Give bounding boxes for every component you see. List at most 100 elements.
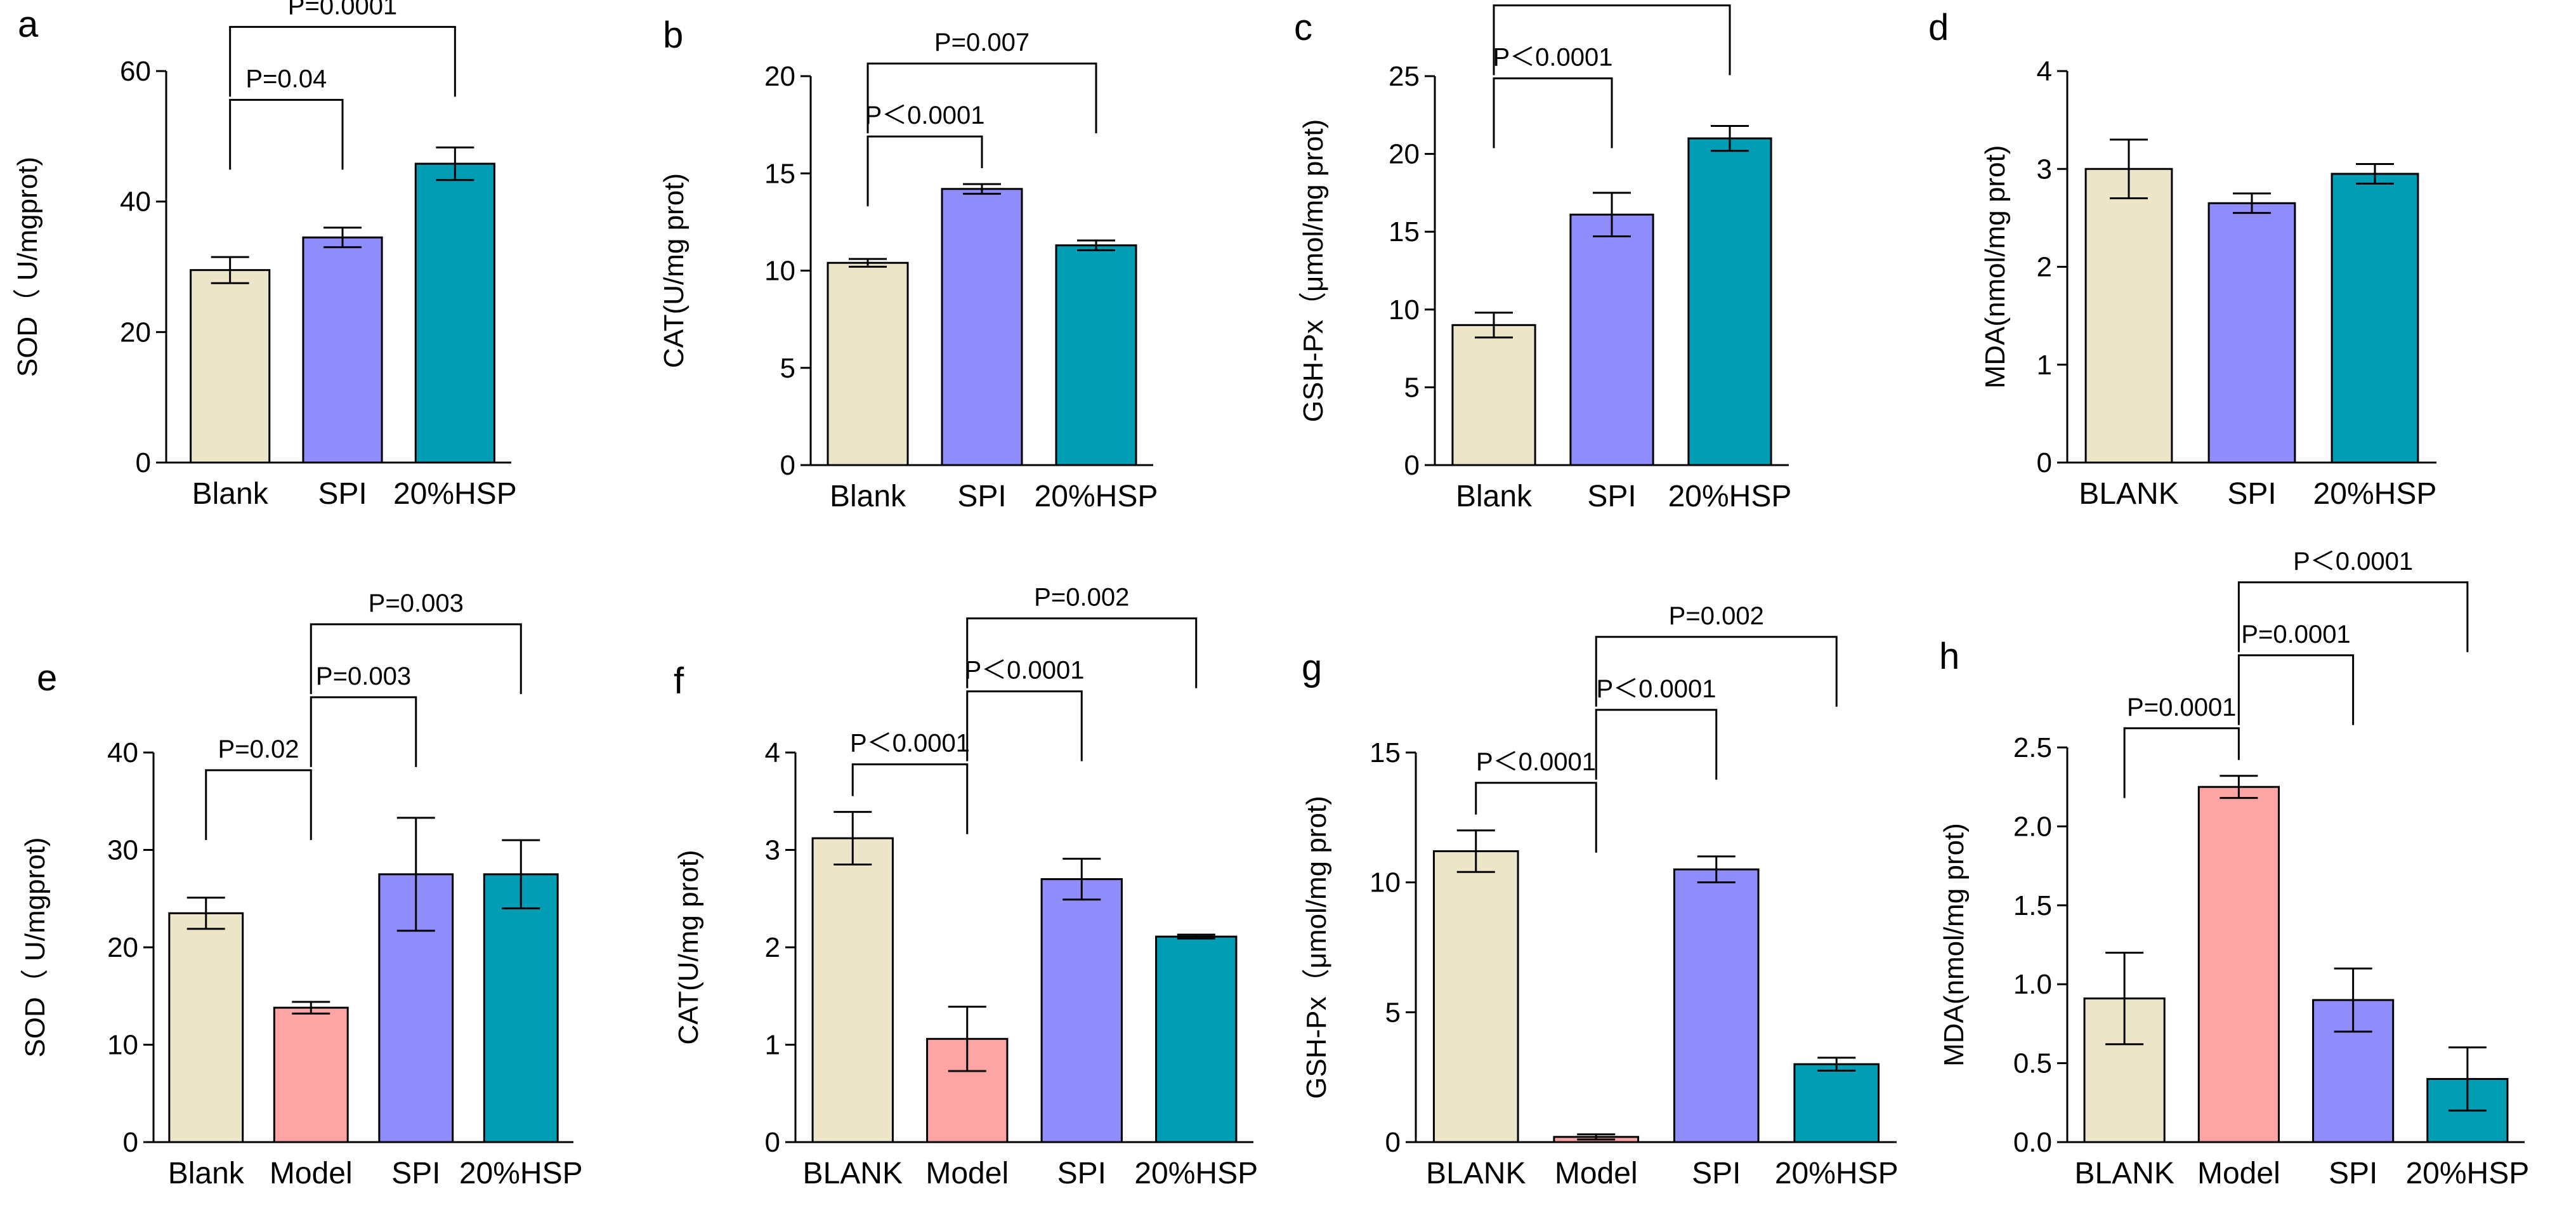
panel-c: c 0 5 10 15 20 25 GSH-Px（μmol/mg prot) Blank SPI 2…	[1294, 4, 1792, 513]
significance-bracket	[1493, 4, 1731, 76]
category-label: Model	[2197, 1157, 2280, 1190]
bar-blank	[1432, 850, 1519, 1143]
significance-bracket	[1493, 77, 1613, 148]
y-tick-label: 0	[765, 1127, 780, 1158]
y-tick-label: 3	[765, 835, 780, 866]
category-label: SPI	[1057, 1157, 1106, 1190]
y-tick-label: 40	[107, 737, 138, 768]
bar-spi	[1040, 878, 1123, 1143]
bar-spi	[1673, 868, 1760, 1143]
significance-bracket	[1595, 709, 1718, 780]
y-tick-label: 1.0	[2013, 969, 2052, 1000]
y-tick-label: 2	[2037, 252, 2052, 283]
y-tick-label: 0.0	[2013, 1127, 2052, 1158]
y-tick-label: 20	[120, 317, 151, 348]
panel-letter: e	[37, 657, 57, 699]
panel-h: h 0.0 0.5 1.0 1.5 2.0 2.5 MDA(nmol/mg prot) BLAN…	[1939, 548, 2529, 1190]
y-tick-label: 1	[765, 1030, 780, 1061]
y-tick-label: 4	[765, 737, 780, 768]
bar-model	[273, 1006, 349, 1143]
y-tick-label: 2	[765, 932, 780, 963]
significance-bracket	[2123, 727, 2240, 798]
y-axis-title: MDA(nmol/mg prot)	[1939, 823, 1970, 1067]
category-label: SPI	[2227, 477, 2276, 511]
p-value-label: P=0.02	[218, 735, 299, 763]
category-label: BLANK	[1426, 1157, 1526, 1190]
bar-20hsp	[1055, 244, 1137, 466]
y-tick-label: 0	[1385, 1127, 1401, 1158]
bar-blank	[811, 837, 894, 1143]
category-label: Model	[1555, 1157, 1638, 1190]
category-label: SPI	[391, 1157, 440, 1190]
y-tick-label: 1.5	[2013, 890, 2052, 921]
bar-spi	[941, 188, 1023, 466]
y-tick-label: 40	[120, 187, 151, 218]
y-axis-title: MDA(nmol/mg prot)	[1980, 145, 2011, 389]
bar-spi	[1569, 213, 1654, 466]
bar-20hsp	[483, 873, 559, 1143]
y-axis-title: GSH-Px（μmol/mg prot)	[1301, 796, 1332, 1099]
y-axis-title: CAT(U/mg prot)	[673, 850, 704, 1044]
p-value-label: P=0.003	[316, 662, 411, 690]
category-label: 20%HSP	[2405, 1157, 2529, 1190]
p-value-label: P=0.0001	[288, 0, 397, 20]
y-tick-label: 4	[2037, 56, 2052, 87]
bar-20hsp	[2331, 173, 2419, 464]
significance-bracket	[310, 623, 522, 694]
y-tick-label: 0	[1404, 450, 1420, 481]
y-tick-label: 5	[780, 353, 795, 384]
category-label: BLANK	[2074, 1157, 2174, 1190]
p-value-label: P=0.002	[1669, 602, 1764, 630]
bar-20hsp	[1155, 935, 1238, 1143]
y-tick-label: 10	[107, 1030, 138, 1061]
category-label: 20%HSP	[2313, 477, 2437, 511]
y-tick-label: 15	[1370, 737, 1401, 768]
category-label: Blank	[168, 1157, 245, 1190]
y-tick-label: 20	[1389, 139, 1420, 170]
panel-e: e 0 10 20 30 40 SOD（ U/mgprot) Blank Model SPI 20%…	[20, 589, 583, 1190]
category-label: Blank	[1456, 480, 1533, 513]
y-tick-label: 60	[120, 56, 151, 87]
panel-letter: f	[674, 661, 684, 702]
y-tick-label: 15	[1389, 216, 1420, 247]
y-tick-label: 10	[1389, 294, 1420, 326]
significance-bracket	[2237, 581, 2469, 652]
category-label: SPI	[957, 480, 1006, 513]
y-tick-label: 0	[780, 450, 795, 481]
p-value-label: P=0.003	[369, 589, 464, 617]
bar-20hsp	[1687, 137, 1772, 466]
p-value-label: P=0.007	[934, 29, 1030, 56]
y-tick-label: 0.5	[2013, 1048, 2052, 1079]
y-tick-label: 20	[764, 61, 795, 92]
y-tick-label: 25	[1389, 61, 1420, 92]
panel-d: d 0 1 2 3 4 MDA(nmol/mg prot) BLANK SPI 20%HSP	[1928, 7, 2436, 511]
category-label: Blank	[830, 480, 906, 513]
significance-bracket	[1475, 782, 1597, 853]
panel-letter: g	[1302, 647, 1322, 688]
bar-blank	[2084, 168, 2173, 464]
y-tick-label: 1	[2037, 350, 2052, 381]
bar-20hsp	[1793, 1063, 1880, 1143]
p-value-label: P=0.0001	[2241, 621, 2350, 648]
y-axis-title: GSH-Px（μmol/mg prot)	[1298, 119, 1329, 423]
panel-g: g 0 5 10 15 GSH-Px（μmol/mg prot) BLANK Model SPI…	[1301, 602, 1899, 1190]
category-label: 20%HSP	[393, 477, 517, 511]
category-label: BLANK	[803, 1157, 903, 1190]
panel-letter: d	[1928, 7, 1949, 48]
category-label: 20%HSP	[1668, 480, 1792, 513]
y-tick-label: 3	[2037, 154, 2052, 185]
significance-bracket	[2237, 654, 2355, 725]
y-tick-label: 10	[1370, 867, 1401, 898]
y-tick-label: 15	[764, 158, 795, 189]
significance-bracket	[1595, 636, 1838, 707]
y-tick-label: 2.0	[2013, 811, 2052, 842]
significance-bracket	[966, 617, 1198, 688]
significance-bracket	[310, 696, 417, 767]
p-value-label: P＜0.0001	[1493, 43, 1612, 71]
bar-model	[2197, 786, 2280, 1143]
y-axis-title: SOD（ U/mgprot)	[20, 837, 51, 1057]
category-label: Model	[270, 1157, 353, 1190]
significance-bracket	[866, 62, 1097, 134]
significance-bracket	[229, 25, 456, 97]
